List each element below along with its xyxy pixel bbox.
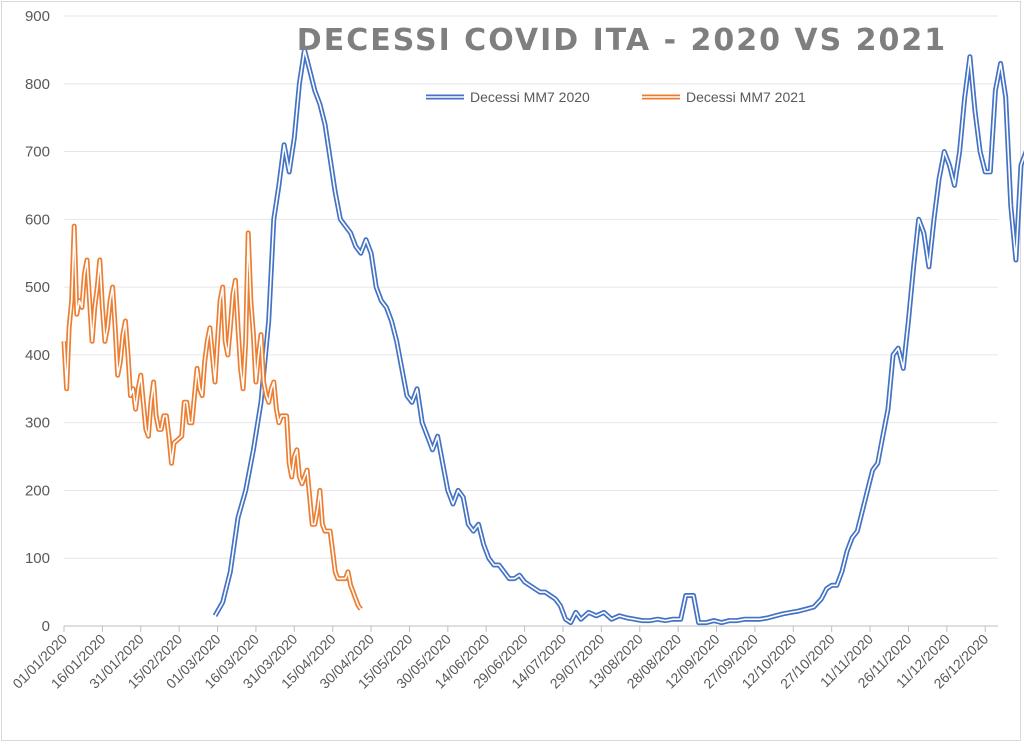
y-tick-label: 500 [25, 279, 50, 296]
chart-title: DECESSI COVID ITA - 2020 VS 2021 [297, 23, 947, 58]
y-tick-label: 400 [25, 347, 50, 364]
legend-label: Decessi MM7 2021 [686, 89, 806, 105]
y-tick-label: 0 [42, 618, 50, 635]
series-line-inner [63, 225, 362, 610]
legend-item-2: Decessi MM7 2021 [642, 89, 806, 105]
y-axis: 0 100 200 300 400 500 600 700 800 900 [25, 8, 50, 635]
series-1 [212, 47, 1024, 626]
y-tick-label: 800 [25, 76, 50, 93]
legend-item-1: Decessi MM7 2020 [426, 89, 590, 105]
y-tick-label: 900 [25, 8, 50, 25]
y-tick-label: 600 [25, 211, 50, 228]
series-line-outer [61, 223, 363, 611]
gridlines [64, 15, 998, 627]
x-axis: 01/01/202016/01/202031/01/202015/02/2020… [9, 626, 991, 692]
y-tick-label: 100 [25, 550, 50, 567]
y-tick-label: 700 [25, 144, 50, 161]
series-line-outer [212, 47, 1024, 626]
series-lines [61, 47, 1024, 626]
y-tick-label: 200 [25, 482, 50, 499]
legend-label: Decessi MM7 2020 [470, 89, 590, 105]
series-2 [61, 223, 363, 611]
series-line-inner [214, 49, 1024, 624]
y-tick-label: 300 [25, 415, 50, 432]
legend: Decessi MM7 2020 Decessi MM7 2021 [426, 89, 806, 105]
